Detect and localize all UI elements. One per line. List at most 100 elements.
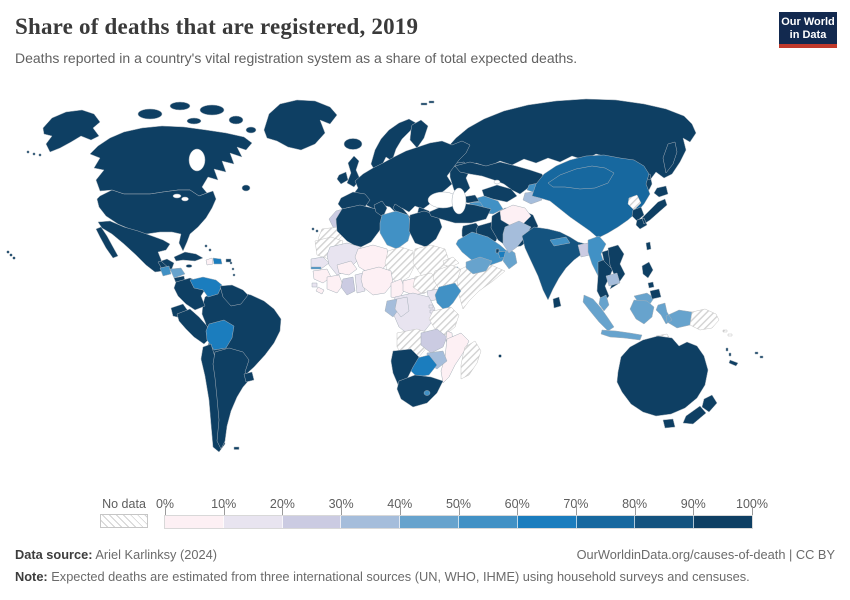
aleutian-island[interactable] — [26, 150, 30, 154]
country-haiti[interactable] — [205, 257, 214, 266]
legend-bin-40-50[interactable] — [400, 516, 459, 528]
country-nepal[interactable] — [549, 236, 571, 247]
country-solomon-islands[interactable] — [727, 333, 733, 337]
country-vanuatu[interactable] — [728, 352, 732, 357]
country-egypt[interactable] — [408, 210, 443, 248]
country-liberia[interactable] — [315, 286, 325, 295]
country-solomon-islands[interactable] — [722, 329, 728, 333]
country-kenya[interactable] — [434, 282, 462, 312]
country-senegal[interactable] — [310, 256, 330, 270]
country-gabon[interactable] — [384, 298, 400, 318]
country-venezuela[interactable] — [189, 276, 223, 298]
country-svalbard[interactable] — [428, 100, 435, 104]
country-south-korea[interactable] — [631, 206, 645, 222]
country-lesser-antilles[interactable] — [229, 261, 233, 265]
hawaii-island[interactable] — [9, 253, 13, 257]
country-canada-island[interactable] — [199, 104, 225, 116]
country-new-zealand[interactable] — [682, 394, 718, 425]
legend-bin-20-30[interactable] — [282, 516, 342, 528]
aleutian-island[interactable] — [32, 152, 36, 156]
country-cuba[interactable] — [173, 251, 204, 262]
country-lesser-antilles[interactable] — [232, 273, 236, 277]
country-svalbard[interactable] — [420, 102, 428, 106]
country-taiwan[interactable] — [645, 241, 652, 251]
country-sri-lanka[interactable] — [552, 296, 562, 309]
canary-island[interactable] — [311, 227, 315, 231]
country-libya[interactable] — [379, 210, 413, 250]
country-qatar[interactable] — [495, 248, 500, 254]
aleutian-island[interactable] — [38, 153, 42, 157]
country-india[interactable] — [521, 226, 591, 301]
country-philippines[interactable] — [641, 261, 662, 300]
country-pakistan[interactable] — [502, 220, 532, 254]
country-chad[interactable] — [384, 246, 416, 284]
country-canada-island[interactable] — [245, 126, 257, 134]
country-guianas[interactable] — [219, 284, 249, 307]
hawaii-island[interactable] — [6, 250, 10, 254]
country-argentina[interactable] — [212, 347, 252, 450]
legend-bin-0-10[interactable] — [165, 516, 224, 528]
country-australia[interactable] — [616, 335, 709, 429]
country-canada-island[interactable] — [228, 115, 244, 125]
legend-bin-80-90[interactable] — [635, 516, 695, 528]
country-south-africa[interactable] — [396, 374, 444, 408]
country-north-korea[interactable] — [627, 194, 642, 211]
country-yemen[interactable] — [465, 256, 493, 275]
country-greenland[interactable] — [263, 99, 338, 151]
owid-logo[interactable]: Our World in Data — [779, 12, 837, 48]
legend-bin-60-70[interactable] — [517, 516, 577, 528]
canary-island[interactable] — [315, 229, 319, 233]
country-russia[interactable] — [440, 98, 697, 197]
country-algeria[interactable] — [335, 204, 385, 249]
country-cote-divoire[interactable] — [326, 274, 344, 294]
country-iceland[interactable] — [343, 138, 363, 150]
legend-bin-90-100[interactable] — [694, 516, 752, 528]
country-rwanda-burundi[interactable] — [428, 304, 434, 309]
country-ghana[interactable] — [340, 276, 356, 296]
country-jamaica[interactable] — [185, 264, 193, 268]
country-oman[interactable] — [502, 247, 518, 270]
country-congo[interactable] — [394, 296, 410, 318]
country-saudi-arabia[interactable] — [455, 231, 509, 267]
country-canada-island[interactable] — [137, 108, 163, 120]
country-mauritius[interactable] — [498, 354, 502, 358]
country-falkland-islands[interactable] — [233, 446, 240, 450]
country-sierra-leone[interactable] — [311, 282, 318, 288]
country-nigeria[interactable] — [360, 266, 394, 296]
legend-bin-70-80[interactable] — [576, 516, 636, 528]
country-indonesia[interactable] — [582, 294, 693, 341]
legend-no-data-swatch[interactable] — [100, 514, 148, 528]
country-burkina-faso[interactable] — [336, 260, 358, 276]
country-lesotho[interactable] — [423, 390, 431, 396]
country-finland[interactable] — [409, 119, 429, 149]
country-bolivia[interactable] — [205, 319, 235, 351]
country-uruguay[interactable] — [243, 371, 255, 383]
country-tunisia[interactable] — [373, 200, 388, 218]
country-ireland[interactable] — [336, 171, 349, 185]
country-fiji[interactable] — [759, 355, 764, 359]
country-zambia[interactable] — [420, 328, 448, 354]
country-canada[interactable] — [89, 125, 253, 197]
country-afghanistan[interactable] — [499, 204, 532, 227]
country-cambodia[interactable] — [605, 272, 621, 287]
country-bahamas[interactable] — [204, 244, 208, 248]
country-eritrea[interactable] — [442, 256, 460, 268]
country-lesser-antilles[interactable] — [231, 267, 235, 271]
country-honduras[interactable] — [169, 267, 186, 279]
country-new-caledonia[interactable] — [728, 359, 739, 367]
country-vanuatu[interactable] — [725, 347, 729, 352]
country-canada-island[interactable] — [169, 101, 191, 111]
legend-bin-10-20[interactable] — [223, 516, 283, 528]
country-canada-island[interactable] — [186, 117, 202, 125]
country-guatemala[interactable] — [159, 265, 172, 277]
country-united-states-alaska[interactable] — [42, 109, 101, 153]
country-madagascar[interactable] — [460, 340, 482, 380]
country-papua-new-guinea[interactable] — [689, 308, 720, 331]
country-puerto-rico[interactable] — [225, 258, 232, 263]
country-vietnam[interactable] — [607, 244, 626, 290]
citation-link[interactable]: OurWorldinData.org/causes-of-death | CC … — [576, 547, 835, 562]
legend-bin-30-40[interactable] — [341, 516, 401, 528]
country-dominican-republic[interactable] — [212, 257, 223, 265]
hawaii-island[interactable] — [12, 256, 16, 260]
country-mongolia[interactable] — [547, 165, 615, 190]
